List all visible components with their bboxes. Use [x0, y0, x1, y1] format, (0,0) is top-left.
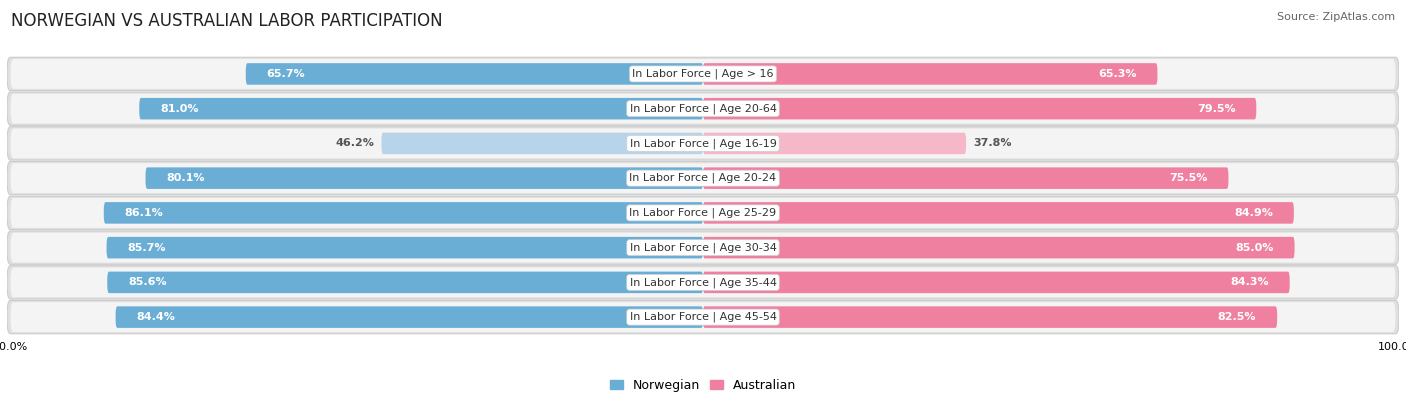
FancyBboxPatch shape: [107, 272, 703, 293]
Text: 85.0%: 85.0%: [1236, 243, 1274, 253]
FancyBboxPatch shape: [703, 237, 1295, 258]
Legend: Norwegian, Australian: Norwegian, Australian: [605, 374, 801, 395]
FancyBboxPatch shape: [10, 302, 1396, 332]
FancyBboxPatch shape: [10, 267, 1396, 297]
Text: 46.2%: 46.2%: [336, 138, 374, 149]
Text: 81.0%: 81.0%: [160, 103, 198, 114]
FancyBboxPatch shape: [10, 59, 1396, 89]
FancyBboxPatch shape: [7, 231, 1399, 264]
Text: In Labor Force | Age 20-24: In Labor Force | Age 20-24: [630, 173, 776, 183]
FancyBboxPatch shape: [10, 198, 1396, 228]
Text: 84.9%: 84.9%: [1234, 208, 1272, 218]
FancyBboxPatch shape: [381, 133, 703, 154]
Text: In Labor Force | Age 25-29: In Labor Force | Age 25-29: [630, 208, 776, 218]
FancyBboxPatch shape: [7, 92, 1399, 125]
FancyBboxPatch shape: [7, 127, 1399, 160]
Text: 84.4%: 84.4%: [136, 312, 176, 322]
Text: In Labor Force | Age > 16: In Labor Force | Age > 16: [633, 69, 773, 79]
Text: 37.8%: 37.8%: [973, 138, 1011, 149]
FancyBboxPatch shape: [10, 94, 1396, 124]
Text: 85.6%: 85.6%: [128, 277, 167, 288]
FancyBboxPatch shape: [104, 202, 703, 224]
Text: In Labor Force | Age 35-44: In Labor Force | Age 35-44: [630, 277, 776, 288]
FancyBboxPatch shape: [7, 162, 1399, 195]
FancyBboxPatch shape: [246, 63, 703, 85]
FancyBboxPatch shape: [146, 167, 703, 189]
FancyBboxPatch shape: [10, 233, 1396, 263]
FancyBboxPatch shape: [107, 237, 703, 258]
FancyBboxPatch shape: [139, 98, 703, 119]
Text: 84.3%: 84.3%: [1230, 277, 1268, 288]
Text: 79.5%: 79.5%: [1197, 103, 1236, 114]
Text: In Labor Force | Age 16-19: In Labor Force | Age 16-19: [630, 138, 776, 149]
FancyBboxPatch shape: [10, 128, 1396, 158]
Text: NORWEGIAN VS AUSTRALIAN LABOR PARTICIPATION: NORWEGIAN VS AUSTRALIAN LABOR PARTICIPAT…: [11, 12, 443, 30]
FancyBboxPatch shape: [703, 167, 1229, 189]
FancyBboxPatch shape: [703, 133, 966, 154]
Text: 65.7%: 65.7%: [267, 69, 305, 79]
FancyBboxPatch shape: [7, 301, 1399, 334]
Text: 82.5%: 82.5%: [1218, 312, 1257, 322]
FancyBboxPatch shape: [703, 272, 1289, 293]
FancyBboxPatch shape: [10, 163, 1396, 193]
Text: 80.1%: 80.1%: [166, 173, 205, 183]
FancyBboxPatch shape: [703, 307, 1277, 328]
Text: Source: ZipAtlas.com: Source: ZipAtlas.com: [1277, 12, 1395, 22]
FancyBboxPatch shape: [7, 196, 1399, 229]
Text: 75.5%: 75.5%: [1170, 173, 1208, 183]
FancyBboxPatch shape: [703, 202, 1294, 224]
Text: 85.7%: 85.7%: [128, 243, 166, 253]
FancyBboxPatch shape: [703, 63, 1157, 85]
FancyBboxPatch shape: [703, 98, 1257, 119]
Text: In Labor Force | Age 20-64: In Labor Force | Age 20-64: [630, 103, 776, 114]
Text: In Labor Force | Age 45-54: In Labor Force | Age 45-54: [630, 312, 776, 322]
FancyBboxPatch shape: [7, 266, 1399, 299]
FancyBboxPatch shape: [7, 57, 1399, 90]
Text: 86.1%: 86.1%: [125, 208, 163, 218]
Text: In Labor Force | Age 30-34: In Labor Force | Age 30-34: [630, 243, 776, 253]
FancyBboxPatch shape: [115, 307, 703, 328]
Text: 65.3%: 65.3%: [1098, 69, 1136, 79]
